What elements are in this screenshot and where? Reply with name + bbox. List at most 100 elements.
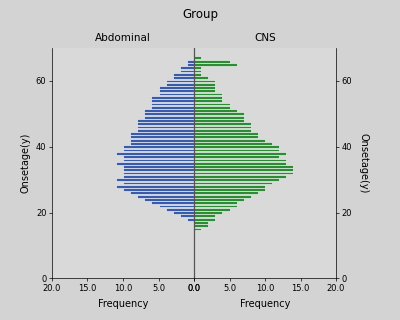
Bar: [194, 112, 244, 115]
Bar: [194, 89, 215, 92]
Bar: [151, 102, 194, 105]
Bar: [151, 106, 194, 109]
Bar: [180, 214, 194, 217]
Bar: [123, 188, 194, 191]
Bar: [151, 99, 194, 102]
Bar: [194, 185, 265, 188]
Bar: [123, 172, 194, 174]
Bar: [173, 76, 194, 79]
Bar: [173, 73, 194, 76]
Bar: [144, 112, 194, 115]
Bar: [194, 145, 279, 148]
Bar: [194, 122, 251, 125]
Bar: [194, 109, 237, 112]
Bar: [158, 93, 194, 95]
X-axis label: Frequency: Frequency: [98, 299, 148, 308]
Bar: [194, 106, 230, 109]
Bar: [194, 129, 251, 132]
Bar: [123, 168, 194, 171]
Bar: [194, 56, 201, 59]
Bar: [194, 204, 237, 207]
Bar: [194, 148, 279, 151]
Bar: [144, 116, 194, 118]
Bar: [180, 70, 194, 72]
Bar: [130, 191, 194, 194]
Bar: [194, 116, 244, 118]
Bar: [194, 155, 279, 158]
Bar: [194, 162, 286, 164]
Bar: [166, 83, 194, 86]
Bar: [151, 96, 194, 99]
Bar: [130, 142, 194, 145]
Bar: [194, 76, 208, 79]
Bar: [194, 211, 222, 214]
Bar: [130, 132, 194, 135]
Bar: [194, 79, 215, 82]
Bar: [116, 178, 194, 181]
Bar: [137, 119, 194, 122]
Bar: [116, 152, 194, 155]
Bar: [123, 181, 194, 184]
Bar: [194, 221, 208, 224]
Y-axis label: Onsetage(y): Onsetage(y): [359, 133, 369, 193]
Bar: [194, 198, 244, 201]
Text: Abdominal: Abdominal: [95, 33, 151, 44]
Bar: [194, 66, 201, 69]
Bar: [194, 152, 286, 155]
Bar: [194, 218, 215, 220]
Bar: [123, 175, 194, 178]
Bar: [158, 89, 194, 92]
Bar: [158, 86, 194, 89]
Bar: [166, 208, 194, 211]
Bar: [151, 201, 194, 204]
Bar: [137, 195, 194, 197]
Bar: [194, 63, 237, 66]
Bar: [194, 165, 293, 168]
Bar: [194, 73, 201, 76]
Bar: [194, 191, 258, 194]
Bar: [194, 102, 230, 105]
Bar: [187, 218, 194, 220]
Bar: [180, 66, 194, 69]
Bar: [173, 211, 194, 214]
Bar: [194, 228, 201, 230]
Bar: [123, 165, 194, 168]
Bar: [123, 148, 194, 151]
Bar: [194, 142, 272, 145]
Bar: [194, 168, 293, 171]
Bar: [194, 139, 265, 141]
Bar: [194, 60, 230, 63]
Bar: [194, 178, 279, 181]
Y-axis label: Onsetage(y): Onsetage(y): [20, 133, 30, 193]
Bar: [194, 70, 201, 72]
Bar: [123, 158, 194, 161]
X-axis label: Frequency: Frequency: [240, 299, 290, 308]
Bar: [194, 99, 222, 102]
Bar: [194, 188, 265, 191]
Bar: [187, 63, 194, 66]
Bar: [194, 201, 237, 204]
Bar: [137, 129, 194, 132]
Text: CNS: CNS: [254, 33, 276, 44]
Bar: [123, 145, 194, 148]
Bar: [187, 60, 194, 63]
Bar: [130, 139, 194, 141]
Bar: [158, 204, 194, 207]
Bar: [194, 135, 258, 138]
Bar: [194, 181, 272, 184]
Bar: [137, 125, 194, 128]
Bar: [137, 122, 194, 125]
Bar: [144, 198, 194, 201]
Bar: [194, 86, 215, 89]
Text: Group: Group: [182, 8, 218, 21]
Bar: [116, 162, 194, 164]
Bar: [194, 83, 215, 86]
Bar: [194, 132, 258, 135]
Bar: [116, 185, 194, 188]
Bar: [194, 158, 286, 161]
Bar: [194, 224, 208, 227]
Bar: [144, 109, 194, 112]
Bar: [194, 96, 222, 99]
Bar: [194, 125, 251, 128]
Bar: [194, 93, 222, 95]
